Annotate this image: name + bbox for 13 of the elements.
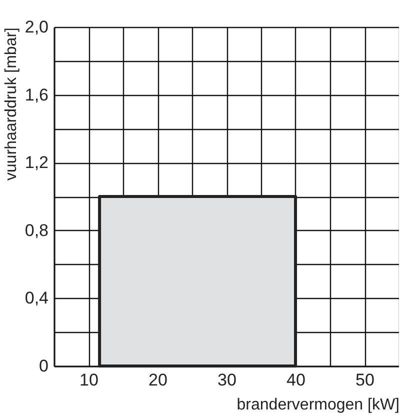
x-tick-label: 30 <box>218 370 236 390</box>
y-tick-label: 0,8 <box>24 220 48 240</box>
x-tick-label: 40 <box>286 370 306 390</box>
y-tick-label: 1,2 <box>24 153 48 172</box>
y-tick-label: 2,0 <box>24 18 48 36</box>
x-tick-label: 10 <box>80 370 98 390</box>
x-tick-label: 20 <box>148 370 168 390</box>
y-axis-title: vuurhaarddruk [mbar] <box>2 28 20 180</box>
x-tick-label: 50 <box>356 370 374 390</box>
x-axis-title: brandervermogen [kW] <box>236 396 400 414</box>
y-tick-label: 1,6 <box>24 85 48 104</box>
y-tick-label: 0,4 <box>24 288 48 308</box>
y-tick-label: 0 <box>39 356 48 376</box>
